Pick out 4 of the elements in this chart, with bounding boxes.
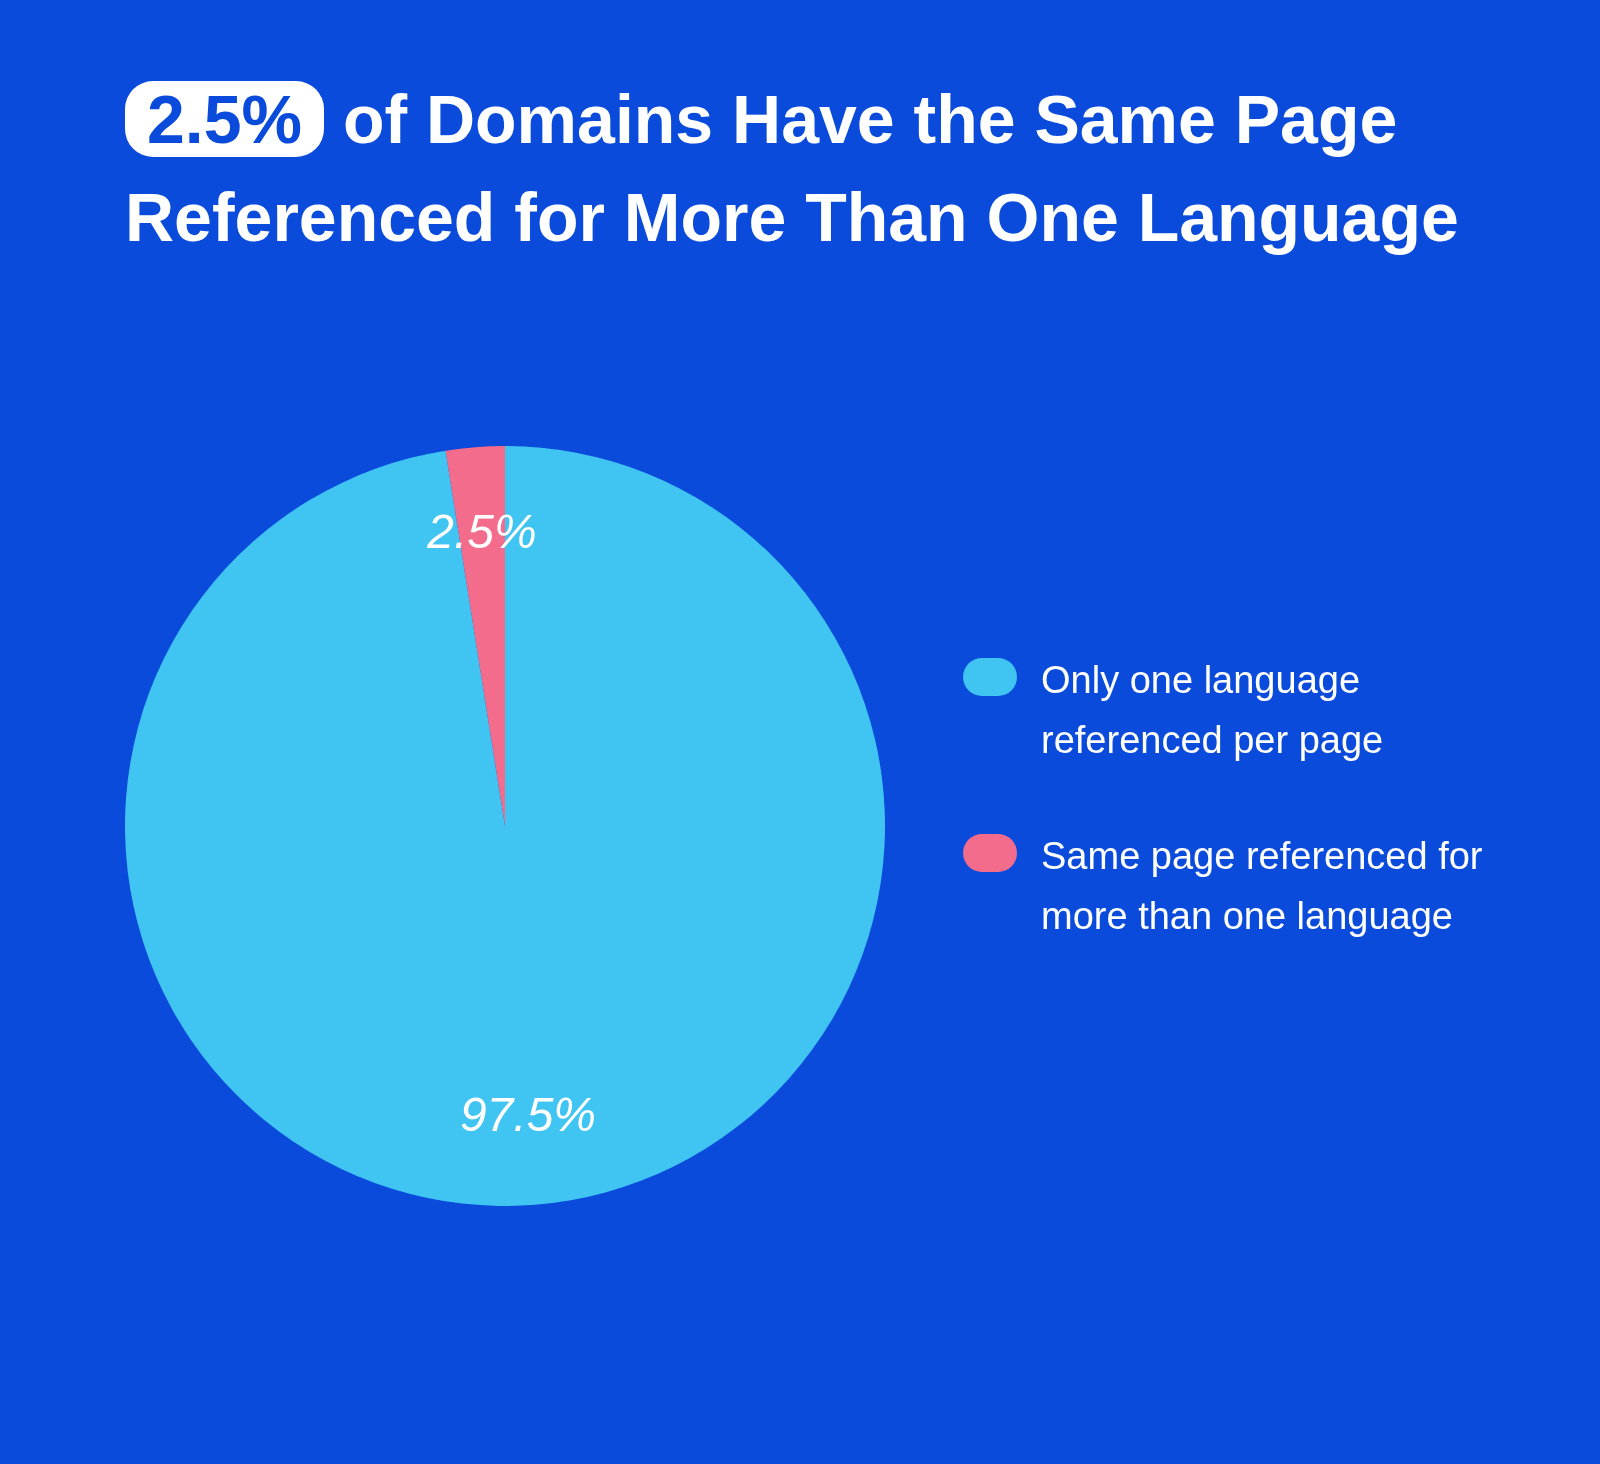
data-label: 97.5% [459,1088,597,1142]
legend-label: Only one language referenced per page [1041,658,1385,763]
chart-title: 2.5% of Domains Have the Same Page Referenced for More Than One Language [125,80,1460,257]
legend-label: Same page referenced for more than one language [1041,834,1484,939]
